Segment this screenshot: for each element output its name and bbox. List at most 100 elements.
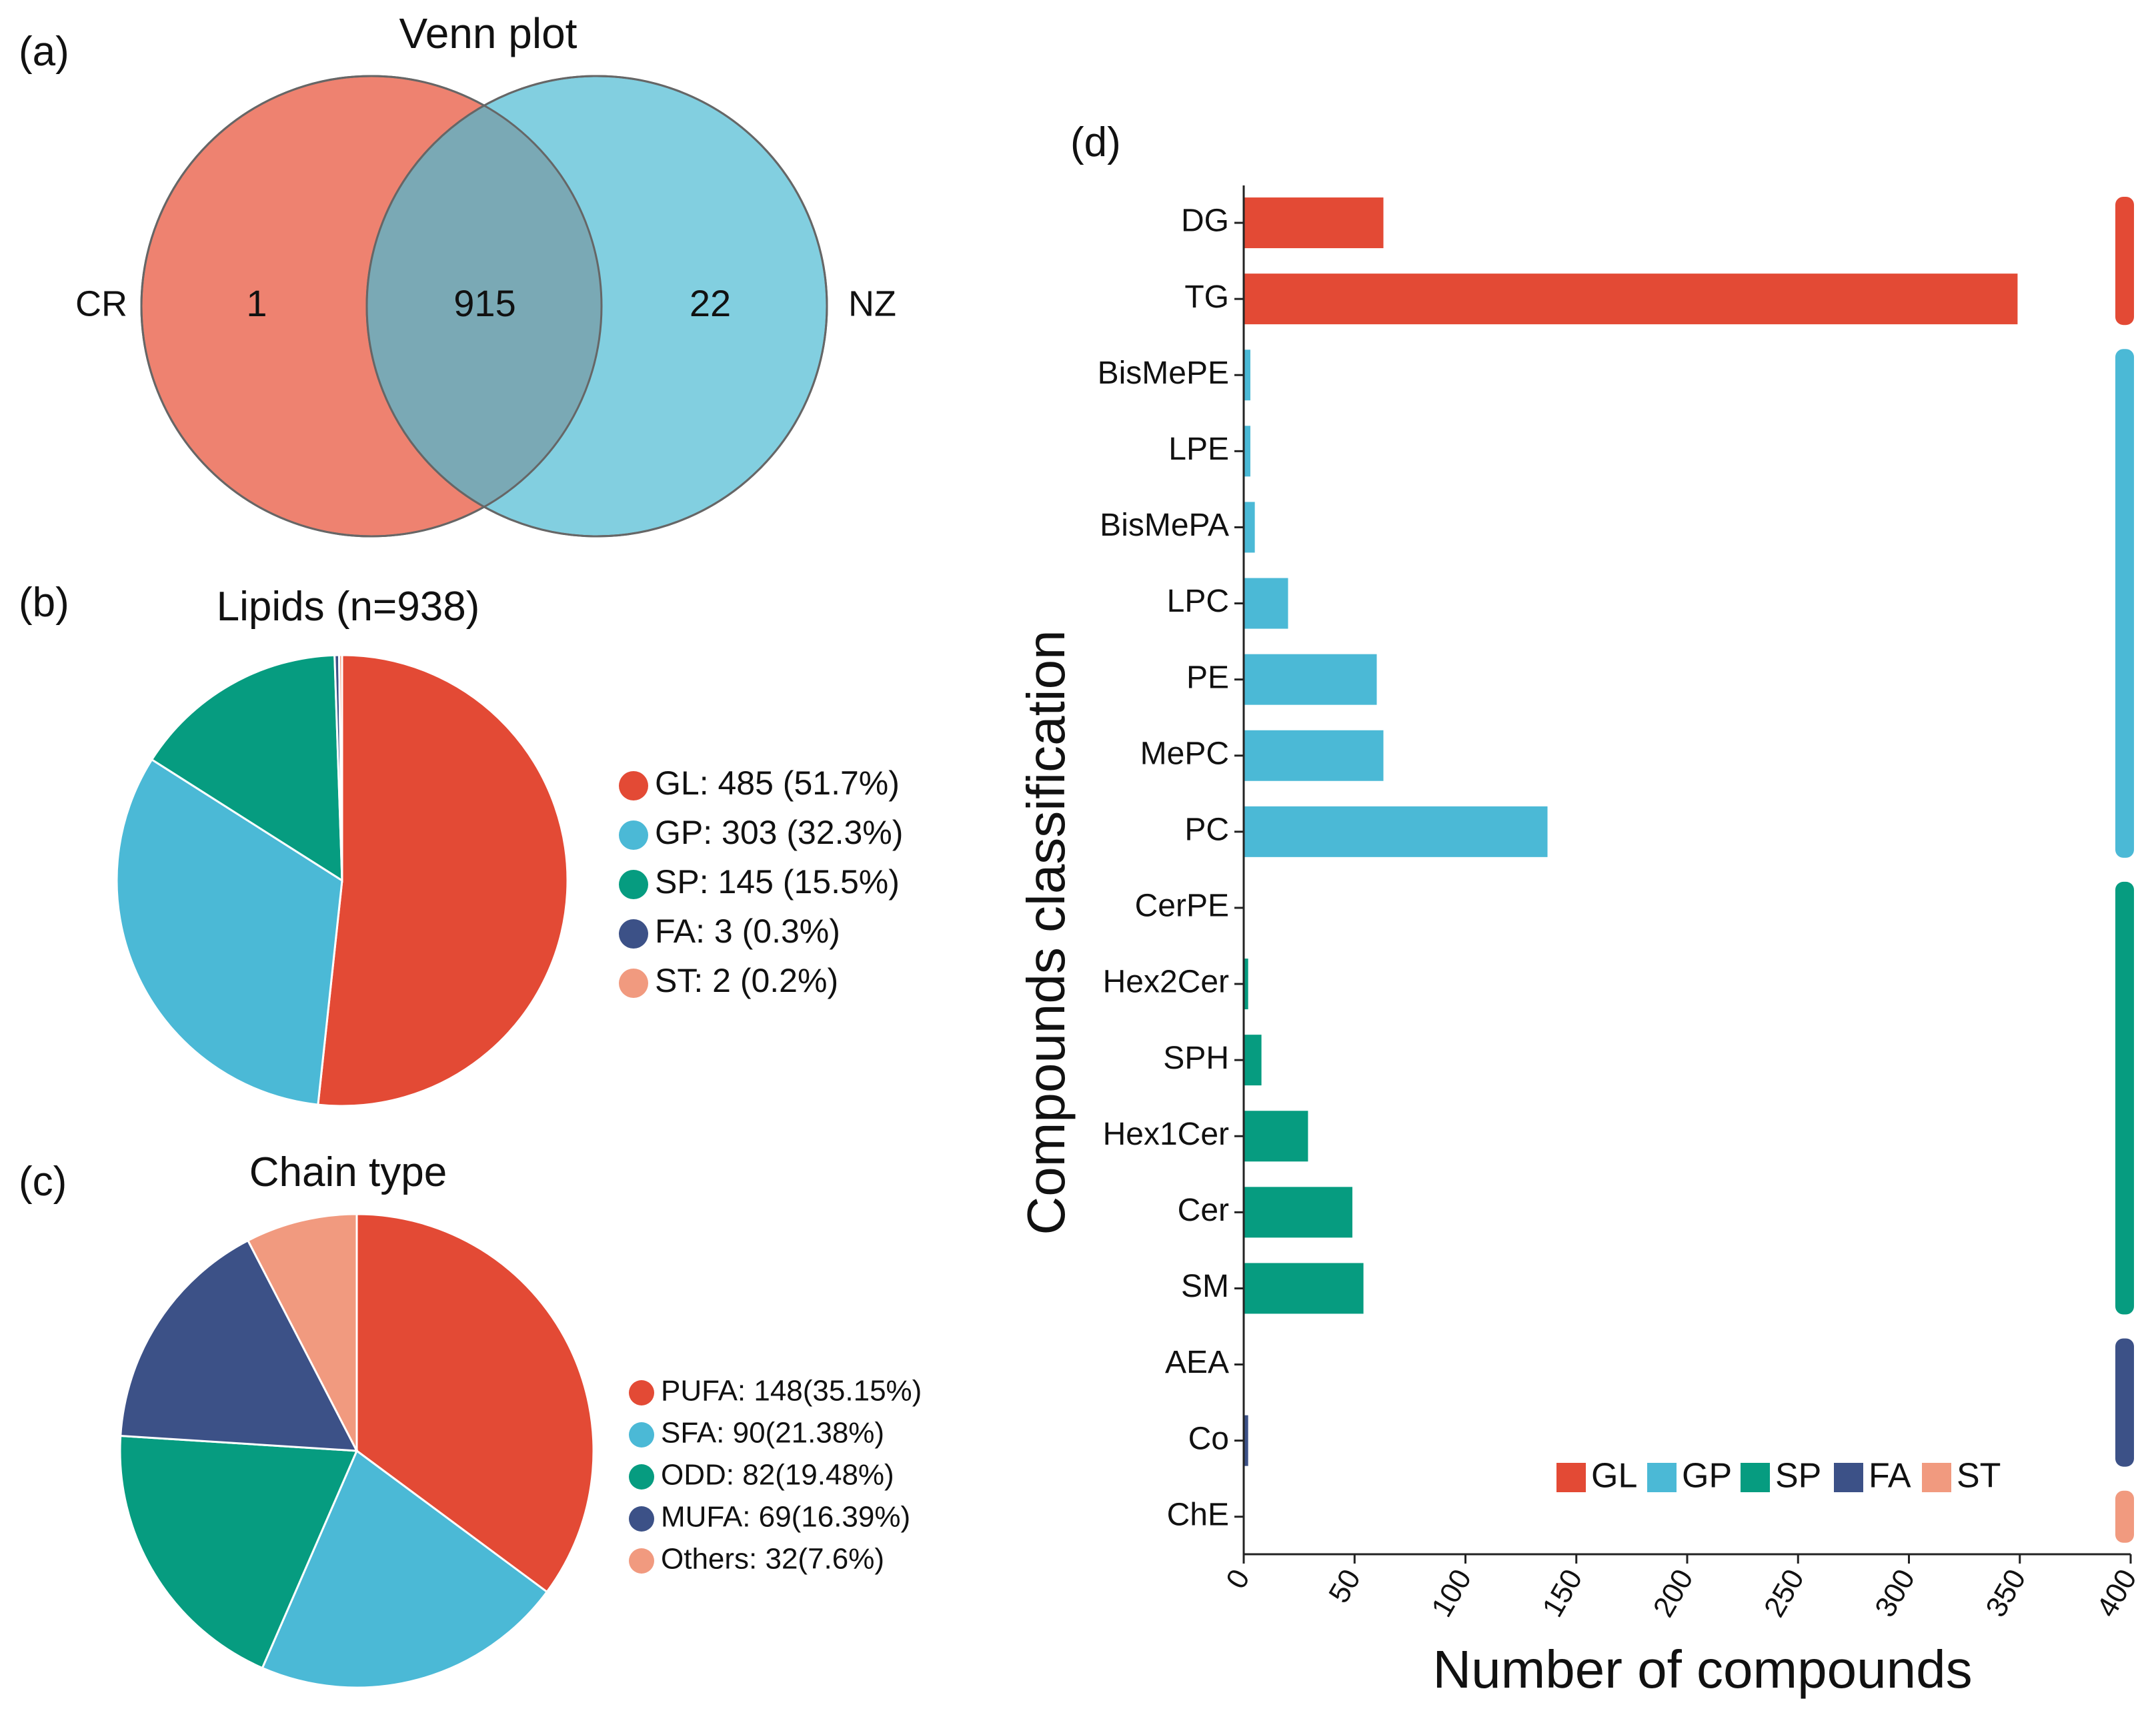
legend-label: SP: 145 (15.5%) — [655, 863, 900, 901]
venn-title: Venn plot — [399, 9, 578, 57]
chain-pie — [119, 1213, 595, 1689]
venn-left-label: CR — [75, 283, 127, 324]
bar-dg — [1244, 197, 1384, 249]
legend-label: GP: 303 (32.3%) — [655, 814, 903, 851]
legend-label: SFA: 90(21.38%) — [661, 1417, 884, 1450]
venn-right-only-count: 22 — [690, 282, 731, 324]
venn-overlap-count: 915 — [453, 282, 515, 324]
x-axis-title: Number of compounds — [1432, 1640, 1972, 1699]
x-tick-label: 0 — [1220, 1564, 1256, 1594]
bar-pc — [1244, 806, 1548, 857]
group-bar-fa — [2115, 1338, 2134, 1467]
y-tick-label: BisMePA — [1100, 508, 1229, 543]
group-bar-gl — [2115, 197, 2134, 326]
legend-marker-gl — [629, 1380, 654, 1405]
bar-pe — [1244, 654, 1377, 705]
pie-slice-gp — [261, 1449, 549, 1689]
lipids-pie — [115, 654, 569, 1107]
legend-swatch-sp — [1741, 1463, 1770, 1492]
chain-pie-legend: PUFA: 148(35.15%) SFA: 90(21.38%) ODD: 82(… — [629, 1375, 922, 1576]
bar-legend: GL GP SP FA ST — [1556, 1457, 2001, 1496]
x-tick-label: 350 — [1979, 1564, 2032, 1622]
panel-label-c: (c) — [19, 1159, 67, 1205]
group-bar-gp — [2115, 349, 2134, 858]
y-tick-label: BisMePE — [1098, 356, 1229, 391]
legend-marker-fa — [629, 1506, 654, 1532]
y-tick-label: LPE — [1168, 432, 1229, 467]
bar-sph — [1244, 1035, 1262, 1086]
legend-swatch-gp — [1647, 1463, 1677, 1492]
bar-hex1cer — [1244, 1111, 1308, 1162]
group-bar-sp — [2115, 881, 2134, 1315]
legend-swatch-fa — [1834, 1463, 1863, 1492]
x-tick-label: 150 — [1536, 1564, 1588, 1622]
bar-co — [1244, 1415, 1248, 1466]
bar-cer — [1244, 1187, 1352, 1238]
pie-slice-sp — [119, 1434, 359, 1670]
y-tick-label: TG — [1184, 279, 1229, 315]
legend-marker-gp — [619, 820, 648, 850]
x-tick-label: 100 — [1425, 1564, 1478, 1622]
y-tick-label: Hex2Cer — [1103, 965, 1229, 1000]
y-axis: DG TG BisMePE LPE BisMePA LPC PE MePC PC CerPE Hex… — [1098, 185, 1245, 1554]
bar-tg — [1244, 273, 2018, 325]
venn-left-only-count: 1 — [246, 282, 267, 324]
venn-overlap — [367, 76, 602, 536]
pie-slice-sp — [150, 654, 343, 883]
legend-label: ST: 2 (0.2%) — [655, 962, 838, 999]
legend-label: Others: 32(7.6%) — [661, 1543, 884, 1576]
x-tick-label: 50 — [1322, 1564, 1367, 1608]
bar-hex2cer — [1244, 959, 1248, 1010]
legend-label: FA: 3 (0.3%) — [655, 913, 840, 950]
legend-marker-fa — [619, 919, 648, 949]
legend-label: FA — [1869, 1457, 1911, 1496]
y-tick-label: MePC — [1140, 736, 1229, 771]
group-indicator-bars — [2115, 197, 2134, 1543]
y-tick-label: Co — [1188, 1421, 1229, 1456]
legend-label: MUFA: 69(16.39%) — [661, 1501, 910, 1534]
y-tick-label: LPC — [1167, 584, 1229, 619]
group-bar-st — [2115, 1490, 2134, 1543]
x-axis: 0 50 100 150 200 250 300 350 400 — [1220, 1553, 2143, 1622]
legend-marker-sp — [619, 870, 648, 899]
y-tick-label: SM — [1181, 1269, 1229, 1304]
x-tick-label: 250 — [1758, 1564, 1811, 1622]
y-tick-label: CerPE — [1135, 889, 1229, 924]
y-tick-label: Cer — [1178, 1193, 1229, 1228]
panel-label-a: (a) — [19, 29, 69, 75]
lipids-pie-title: Lipids (n=938) — [217, 584, 480, 630]
legend-label: PUFA: 148(35.15%) — [661, 1375, 922, 1407]
y-tick-label: SPH — [1163, 1041, 1229, 1076]
bar-bismepe — [1244, 350, 1250, 401]
bar-lpe — [1244, 426, 1250, 477]
pie-slice-gl — [355, 1213, 595, 1594]
pie-slice-fa — [119, 1239, 359, 1452]
panel-label-d: (d) — [1070, 119, 1121, 165]
legend-swatch-st — [1922, 1463, 1951, 1492]
y-tick-label: AEA — [1165, 1345, 1229, 1380]
legend-label: ST — [1957, 1457, 2001, 1496]
legend-marker-sp — [629, 1464, 654, 1490]
lipids-pie-panel: (b) Lipids (n=938) GL: 485 (51.7%) GP: 30… — [19, 580, 903, 1107]
bar-series — [1244, 197, 2018, 1466]
lipids-pie-legend: GL: 485 (51.7%) GP: 303 (32.3%) SP: 145 (1… — [619, 764, 903, 999]
y-tick-label: DG — [1181, 203, 1229, 239]
pie-slice-gl — [317, 654, 569, 1107]
x-tick-label: 400 — [2091, 1564, 2143, 1622]
y-tick-label: Hex1Cer — [1103, 1117, 1229, 1152]
legend-label: GL: 485 (51.7%) — [655, 764, 900, 802]
bar-sm — [1244, 1263, 1364, 1314]
y-axis-title: Compounds classification — [1016, 630, 1076, 1235]
legend-swatch-gl — [1556, 1463, 1586, 1492]
legend-label: GL — [1591, 1457, 1637, 1496]
y-tick-label: ChE — [1167, 1497, 1229, 1532]
legend-marker-gl — [619, 771, 648, 800]
panel-label-b: (b) — [19, 580, 69, 626]
chain-pie-panel: (c) Chain type PUFA: 148(35.15%) SFA: 90(… — [19, 1149, 922, 1689]
pie-slice-st — [246, 1213, 358, 1452]
venn-right-label: NZ — [848, 283, 896, 324]
y-tick-label: PE — [1186, 660, 1229, 695]
bar-chart-panel: (d) Compounds classification Number of c… — [1016, 119, 2143, 1699]
legend-marker-st — [619, 969, 648, 998]
